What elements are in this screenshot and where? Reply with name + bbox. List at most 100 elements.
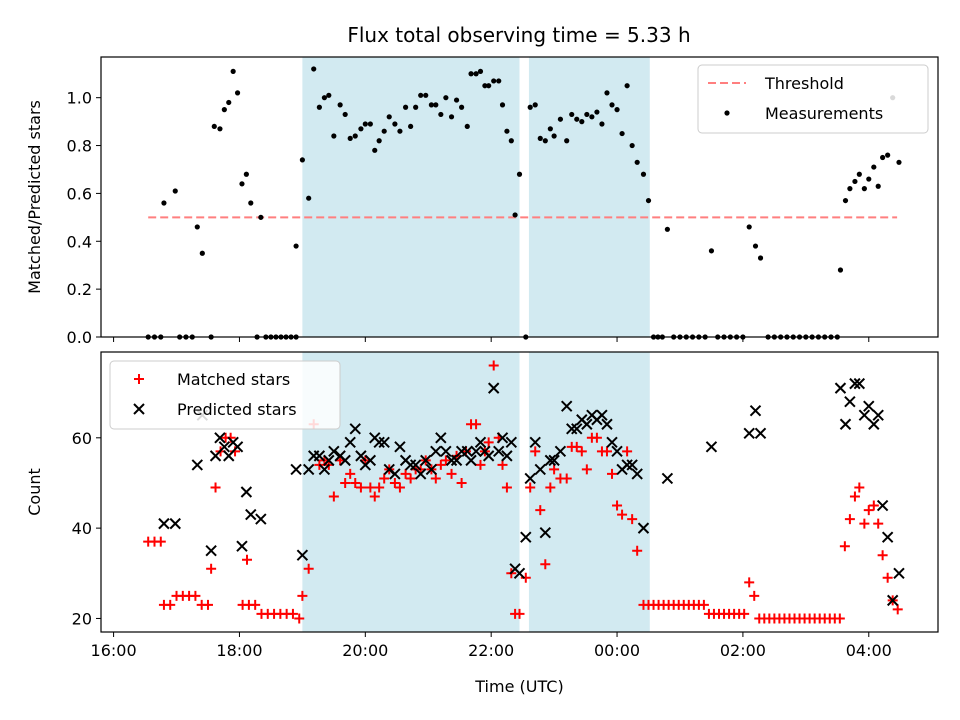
measurement-point	[408, 123, 414, 130]
predicted-point	[849, 377, 861, 390]
matched-point	[617, 509, 628, 520]
y-tick-label: 0.6	[67, 184, 92, 203]
predicted-point	[611, 445, 623, 458]
predicted-point	[631, 468, 643, 480]
matched-point	[456, 477, 467, 488]
predicted-point	[834, 382, 847, 394]
measurement-point	[161, 200, 167, 206]
predicted-point	[513, 567, 526, 579]
predicted-point	[501, 450, 513, 462]
x-tick-label: 22:00	[468, 641, 514, 660]
y-tick-label: 1.0	[67, 89, 92, 108]
y-tick-label: 0.8	[67, 137, 92, 156]
measurement-point	[448, 114, 455, 120]
predicted-point	[339, 454, 351, 467]
matched-point	[525, 482, 536, 493]
measurement-point	[243, 171, 249, 177]
measurement-point	[842, 197, 849, 204]
matched-point	[571, 441, 582, 452]
predicted-point	[435, 432, 447, 444]
measurement-point	[542, 138, 548, 144]
matched-point	[471, 419, 482, 430]
measurement-point	[619, 130, 625, 137]
measurement-point	[491, 78, 497, 84]
predicted-point	[364, 454, 377, 467]
matched-point	[545, 482, 556, 493]
matched-point	[854, 482, 865, 493]
matched-point	[839, 541, 850, 552]
measurement-point	[875, 183, 881, 189]
y-tick-label: 0.0	[67, 328, 92, 347]
matched-point	[365, 482, 376, 493]
measurement-point	[746, 224, 752, 230]
predicted-point	[571, 423, 583, 435]
measurement-point	[629, 142, 635, 149]
matched-point	[206, 563, 217, 574]
measurement-point	[211, 123, 217, 130]
measurement-point	[569, 111, 575, 118]
x-tick-label: 20:00	[342, 641, 388, 660]
predicted-point	[420, 454, 432, 467]
predicted-point	[255, 513, 267, 525]
predicted-point	[853, 377, 866, 390]
measurement-point	[486, 83, 492, 89]
measurement-point	[443, 95, 449, 101]
predicted-point	[223, 450, 235, 462]
matched-point	[622, 446, 633, 457]
predicted-point	[349, 423, 361, 435]
measurement-point	[376, 138, 382, 144]
matched-point	[165, 599, 176, 610]
measurement-point	[880, 154, 886, 161]
measurement-point	[584, 111, 590, 118]
matched-point	[607, 468, 618, 479]
matched-point	[561, 473, 572, 484]
measurement-point	[423, 92, 429, 98]
axes-frame	[100, 351, 939, 633]
measurement-point	[516, 171, 523, 177]
matched-point	[514, 608, 525, 619]
matched-point	[394, 482, 405, 493]
matched-point	[355, 482, 366, 493]
measurement-point	[453, 97, 460, 103]
measurement-point	[392, 121, 398, 127]
predicted-point	[430, 445, 442, 458]
measurement-point	[239, 181, 245, 187]
measurement-point	[866, 176, 872, 182]
matched-point	[844, 514, 855, 525]
measurement-point	[634, 159, 640, 165]
matched-point	[612, 500, 623, 511]
legend-label: Predicted stars	[177, 400, 297, 419]
predicted-point	[344, 436, 356, 449]
measurement-point	[217, 126, 223, 132]
measurement-point	[199, 250, 205, 256]
x-tick-label: 18:00	[216, 641, 262, 660]
measurement-point	[433, 102, 439, 108]
matched-point	[405, 473, 416, 484]
measurement-point	[316, 104, 322, 110]
predicted-point	[844, 395, 856, 408]
measurement-point	[645, 197, 652, 204]
measurement-point	[504, 128, 510, 134]
predicted-point	[621, 459, 633, 471]
measurement-point	[194, 224, 200, 230]
measurement-point	[352, 133, 358, 139]
predicted-point	[581, 418, 593, 430]
bottom-panel-counts: 16:00 18:00 20:00 22:00 00:00 02:00 04:00 20 40 6…	[25, 351, 939, 696]
predicted-point	[302, 463, 315, 476]
legend-predicted-swatch	[133, 403, 145, 415]
matched-point	[475, 459, 486, 470]
y-tick-label: 60	[72, 429, 92, 448]
matched-point	[328, 491, 339, 502]
matched-point	[483, 437, 494, 448]
predicted-point	[743, 427, 755, 439]
x-tick-label: 00:00	[594, 641, 640, 660]
measurement-point	[609, 102, 615, 108]
matched-point	[501, 482, 512, 493]
measurement-point	[428, 102, 434, 108]
predicted-point	[539, 526, 552, 539]
matched-point	[581, 464, 592, 475]
matched-point	[739, 608, 750, 619]
measurement-point	[547, 126, 553, 132]
matched-point	[749, 590, 760, 601]
predicted-point	[414, 468, 427, 480]
